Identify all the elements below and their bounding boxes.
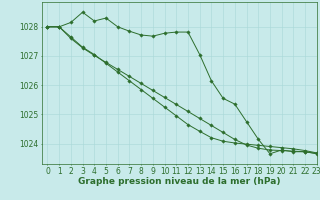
X-axis label: Graphe pression niveau de la mer (hPa): Graphe pression niveau de la mer (hPa)	[78, 177, 280, 186]
